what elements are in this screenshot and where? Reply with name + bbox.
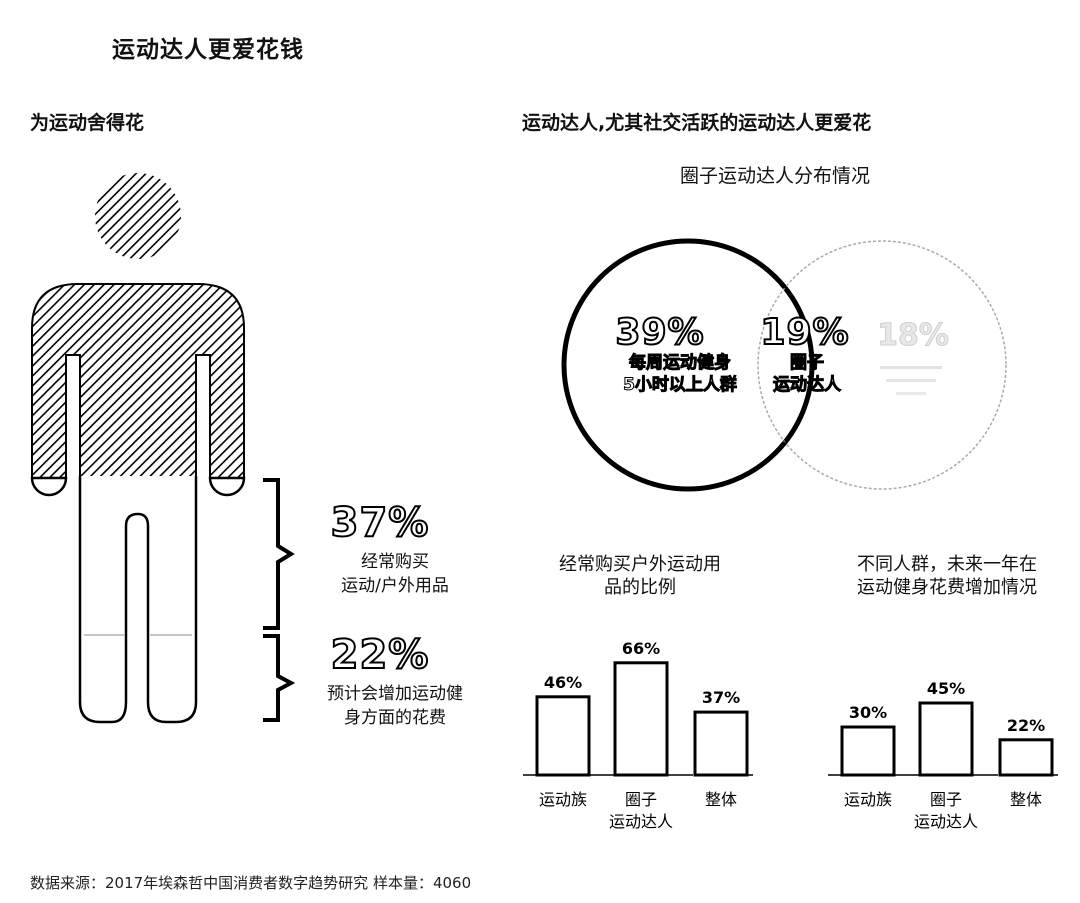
stat-label-line: 运动/户外用品	[341, 576, 449, 596]
venn-left-value: 39%	[614, 311, 705, 354]
chart-title-line: 经常购买户外运动用	[559, 554, 721, 575]
venn-right-circle	[757, 240, 1007, 490]
bar-chart-spending-increase: 30% 运动族 45% 圈子运动达人 22% 整体	[828, 679, 1058, 831]
bracket-icon	[263, 634, 296, 722]
bar-category-label: 圈子	[625, 790, 657, 809]
bar-1	[613, 661, 669, 777]
bar-category-label: 整体	[705, 790, 737, 809]
bracket-icon	[263, 478, 295, 630]
bar-2	[998, 738, 1054, 777]
bar-category-label: 运动族	[844, 790, 892, 809]
person-figure-illustration	[30, 173, 296, 724]
left-hand	[30, 476, 68, 497]
stat-label-line: 身方面的花费	[344, 708, 446, 728]
bar-value-label: 45%	[927, 679, 965, 698]
bar-0	[535, 695, 591, 777]
bar-chart-outdoor-purchase: 46% 运动族 66% 圈子运动达人 37% 整体	[523, 639, 753, 831]
venn-label-line: 运动达人	[773, 375, 842, 396]
venn-right-faded-label	[876, 360, 946, 414]
venn-title: 圈子运动达人分布情况	[679, 165, 870, 187]
bar-category-label: 圈子	[930, 790, 962, 809]
bar-chart-1-title: 经常购买户外运动用 品的比例	[520, 553, 760, 599]
bar-value-label: 37%	[702, 688, 740, 707]
stat-value-37: 37%	[330, 499, 430, 547]
stat-label-22: 预计会增加运动健 身方面的花费	[300, 682, 490, 730]
bar-value-label: 30%	[849, 703, 887, 722]
bar-1	[918, 701, 974, 777]
data-source: 数据来源：2017年埃森哲中国消费者数字趋势研究 样本量：4060	[30, 874, 472, 892]
bar-2	[693, 710, 749, 777]
bar-category-label: 运动达人	[914, 812, 978, 831]
bar-category-label: 运动达人	[609, 812, 673, 831]
venn-diagram	[561, 238, 1007, 492]
chart-title-line: 运动健身花费增加情况	[857, 577, 1037, 598]
left-heading: 为运动舍得花	[30, 112, 145, 134]
bar-value-label: 22%	[1007, 716, 1045, 735]
venn-middle-label: 圈子 运动达人	[752, 352, 862, 396]
stat-value-22: 22%	[330, 631, 430, 679]
venn-label-line: 5小时以上人群	[623, 375, 738, 396]
page-title: 运动达人更爱花钱	[112, 37, 304, 63]
stat-label-line: 经常购买	[361, 552, 429, 572]
bar-chart-2-title: 不同人群，未来一年在 运动健身花费增加情况	[822, 553, 1072, 599]
venn-label-line: 圈子	[790, 353, 825, 374]
venn-label-line: 每周运动健身	[629, 353, 732, 374]
stat-label-line: 预计会增加运动健	[327, 684, 463, 704]
bar-value-label: 46%	[544, 673, 582, 692]
chart-title-line: 品的比例	[604, 577, 676, 598]
stat-label-37: 经常购买 运动/户外用品	[300, 550, 490, 598]
venn-right-value: 18%	[877, 318, 950, 354]
head-icon	[95, 173, 181, 259]
bar-0	[840, 725, 896, 777]
shirt-shape	[31, 283, 245, 481]
bar-value-label: 66%	[622, 639, 660, 658]
bar-category-label: 运动族	[539, 790, 587, 809]
chart-title-line: 不同人群，未来一年在	[857, 554, 1037, 575]
bar-category-label: 整体	[1010, 790, 1042, 809]
right-hand	[208, 476, 246, 497]
venn-left-label: 每周运动健身 5小时以上人群	[605, 352, 755, 396]
venn-middle-value: 19%	[759, 311, 850, 354]
right-heading: 运动达人,尤其社交活跃的运动达人更爱花	[522, 112, 872, 134]
venn-overlap-arc	[749, 256, 813, 474]
trousers-outline	[78, 476, 198, 724]
